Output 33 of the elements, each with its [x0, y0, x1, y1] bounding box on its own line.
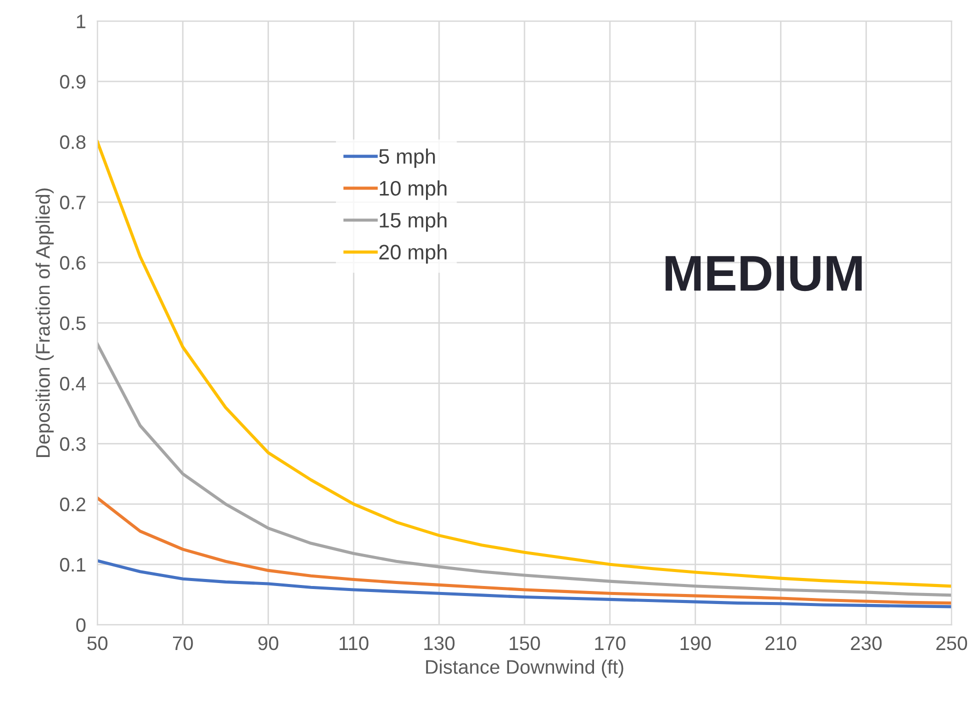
line-series	[97, 559, 952, 608]
y-tick-label: 0.8	[60, 135, 86, 150]
y-tick-label: 0	[76, 618, 86, 632]
y-tick-label: 0.7	[60, 196, 86, 210]
x-tick-label: 90	[258, 636, 278, 650]
y-tick-label: 0.4	[60, 376, 86, 391]
x-tick-label: 210	[766, 636, 796, 650]
legend-label: 10 mph	[380, 180, 446, 200]
line-series	[97, 496, 952, 605]
x-tick-label: 250	[936, 636, 968, 650]
legend-label: 20 mph	[379, 244, 446, 264]
x-tick-label: 50	[87, 636, 108, 650]
y-tick-label: 0.2	[60, 498, 86, 512]
x-tick-label: 150	[510, 636, 540, 650]
y-tick-label: 0.6	[60, 256, 86, 270]
line-series	[97, 140, 952, 588]
y-tick-label: 0.9	[60, 74, 86, 89]
line-series	[97, 342, 952, 597]
x-axis-title: Distance Downwind (ft)	[426, 660, 624, 678]
y-tick-label: 1	[76, 14, 86, 28]
x-tick-label: 230	[850, 636, 882, 650]
y-axis-title: Deposition (Fraction of Applied)	[36, 188, 54, 457]
x-tick-label: 70	[173, 636, 193, 650]
annotation: MEDIUM	[666, 256, 862, 292]
x-tick-label: 190	[680, 636, 711, 650]
y-tick-label: 0.3	[60, 437, 86, 451]
x-tick-label: 110	[340, 636, 368, 650]
legend-label: 15 mph	[380, 212, 446, 232]
y-tick-label: 0.1	[60, 558, 86, 572]
x-tick-label: 130	[424, 636, 455, 650]
legend-label: 5 mph	[379, 148, 435, 168]
y-tick-label: 0.5	[60, 316, 86, 330]
x-tick-label: 170	[595, 636, 626, 650]
